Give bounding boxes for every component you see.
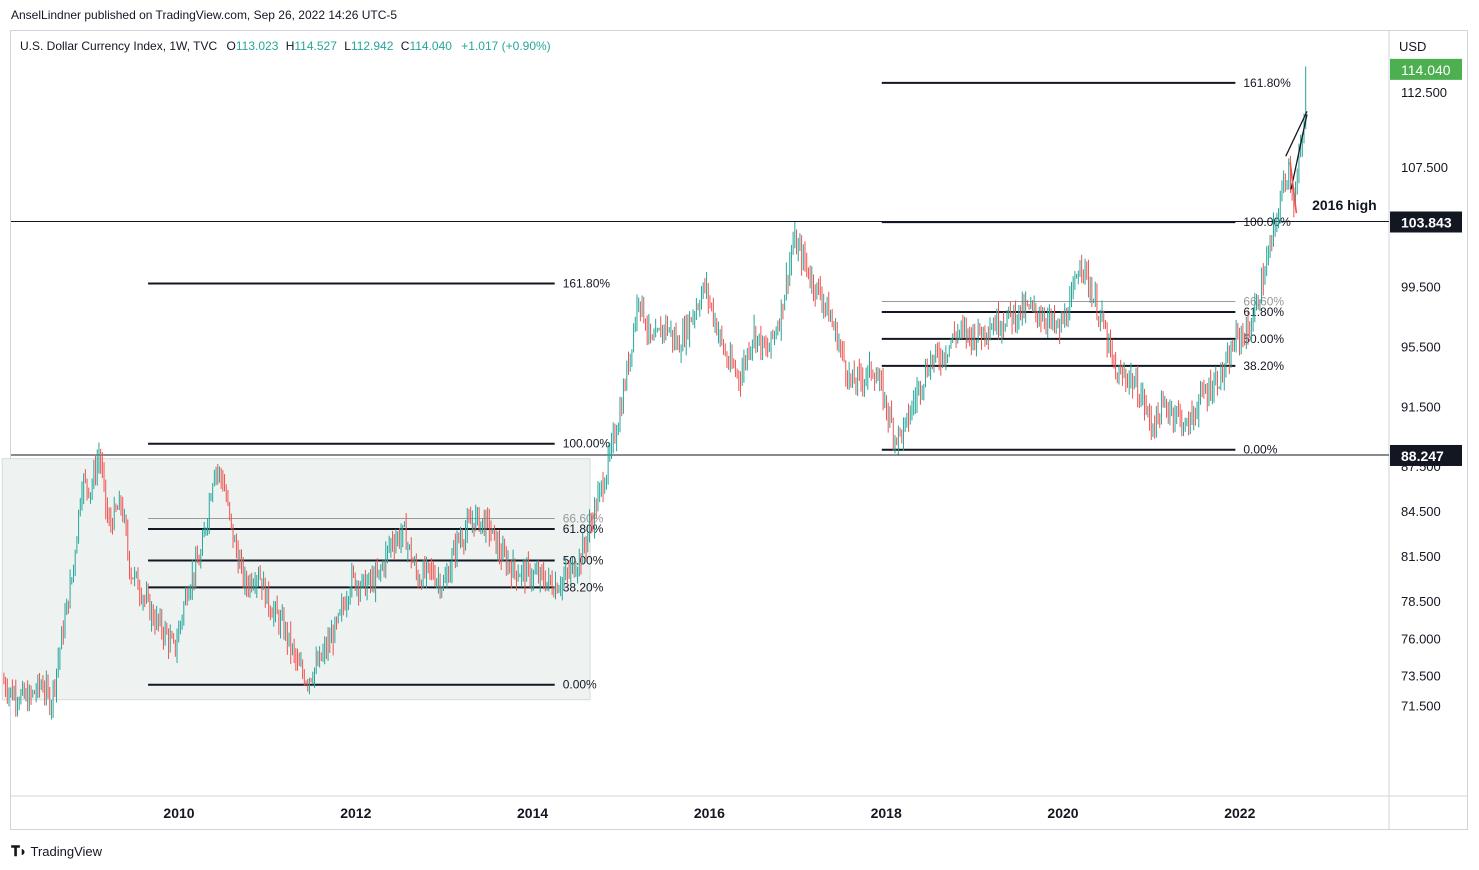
fib-2018-level-label-6: 0.00%: [1243, 443, 1277, 457]
chart-frame: [10, 30, 1468, 830]
change-value: +1.017 (+0.90%): [461, 39, 551, 53]
fib-2009-level-label-1: 100.00%: [563, 437, 611, 451]
fib-2018-level-label-2: 66.60%: [1243, 294, 1284, 308]
high-value: 114.527: [294, 39, 337, 53]
price-label-text-1: 103.843: [1401, 215, 1452, 231]
open-value: 113.023: [235, 39, 279, 53]
close-value: 114.040: [409, 39, 452, 53]
price-label-text-2: 88.247: [1401, 448, 1444, 464]
x-tick-label: 2022: [1224, 805, 1255, 821]
y-tick-label: 73.500: [1401, 669, 1441, 684]
y-tick-label: 71.500: [1401, 699, 1441, 714]
low-value: 112.942: [350, 39, 394, 53]
x-tick-label: 2020: [1047, 805, 1078, 821]
close-label: C: [400, 39, 410, 53]
high-label: H: [285, 39, 295, 53]
low-label: L: [344, 39, 351, 53]
x-tick-label: 2016: [694, 805, 725, 821]
price-label-box-2: [1390, 444, 1462, 466]
fib-2018-level-label-5: 38.20%: [1243, 359, 1284, 373]
y-tick-label: 76.000: [1401, 631, 1441, 646]
y-tick-label: 81.500: [1401, 549, 1441, 564]
fib-2018-level-label-3: 61.80%: [1243, 305, 1284, 319]
instrument-name: U.S. Dollar Currency Index, 1W, TVC: [20, 39, 218, 53]
fib-2009-level-label-3: 61.80%: [563, 522, 604, 536]
wedge-upper-line[interactable]: [1285, 111, 1308, 157]
fib-2009-level-label-2: 66.60%: [563, 512, 604, 526]
fib-2018-level-label-1: 100.00%: [1243, 215, 1291, 229]
currency-label: USD: [1399, 39, 1426, 54]
y-tick-label: 84.500: [1401, 504, 1441, 519]
publisher-header: AnselLindner published on TradingView.co…: [11, 8, 398, 22]
annotation-2016-high: 2016 high: [1312, 197, 1377, 213]
footer-brand-name: TradingView: [30, 844, 103, 859]
wedge-lower-line[interactable]: [1290, 114, 1308, 190]
x-tick-label: 2014: [517, 805, 548, 821]
red-drop-line[interactable]: [1289, 162, 1298, 214]
fib-2018-level-label-4: 50.00%: [1243, 332, 1284, 346]
y-tick-label: 78.500: [1401, 594, 1441, 609]
x-tick-label: 2010: [163, 805, 194, 821]
price-label-text-0: 114.040: [1401, 62, 1451, 78]
y-tick-label: 112.500: [1401, 85, 1447, 100]
open-label: O: [226, 39, 236, 53]
fib-2018-level-label-0: 161.80%: [1243, 76, 1291, 90]
price-label-box-0: [1390, 58, 1462, 80]
tradingview-logo-icon: 𝐓◗: [11, 843, 28, 859]
y-tick-label: 91.500: [1401, 399, 1441, 414]
y-tick-label: 99.500: [1401, 280, 1441, 295]
fib-2009-level-label-6: 0.00%: [563, 678, 597, 692]
y-tick-label: 107.500: [1401, 160, 1448, 175]
x-tick-label: 2018: [871, 805, 902, 821]
price-label-box-1: [1390, 211, 1462, 233]
x-tick-label: 2012: [340, 805, 371, 821]
y-tick-label: 95.500: [1401, 339, 1441, 354]
fib-2009-level-label-0: 161.80%: [563, 277, 611, 291]
fib-2009-level-label-5: 38.20%: [563, 580, 604, 594]
footer-brand[interactable]: 𝐓◗ TradingView: [11, 843, 102, 860]
symbol-legend: U.S. Dollar Currency Index, 1W, TVC O113…: [20, 39, 551, 53]
